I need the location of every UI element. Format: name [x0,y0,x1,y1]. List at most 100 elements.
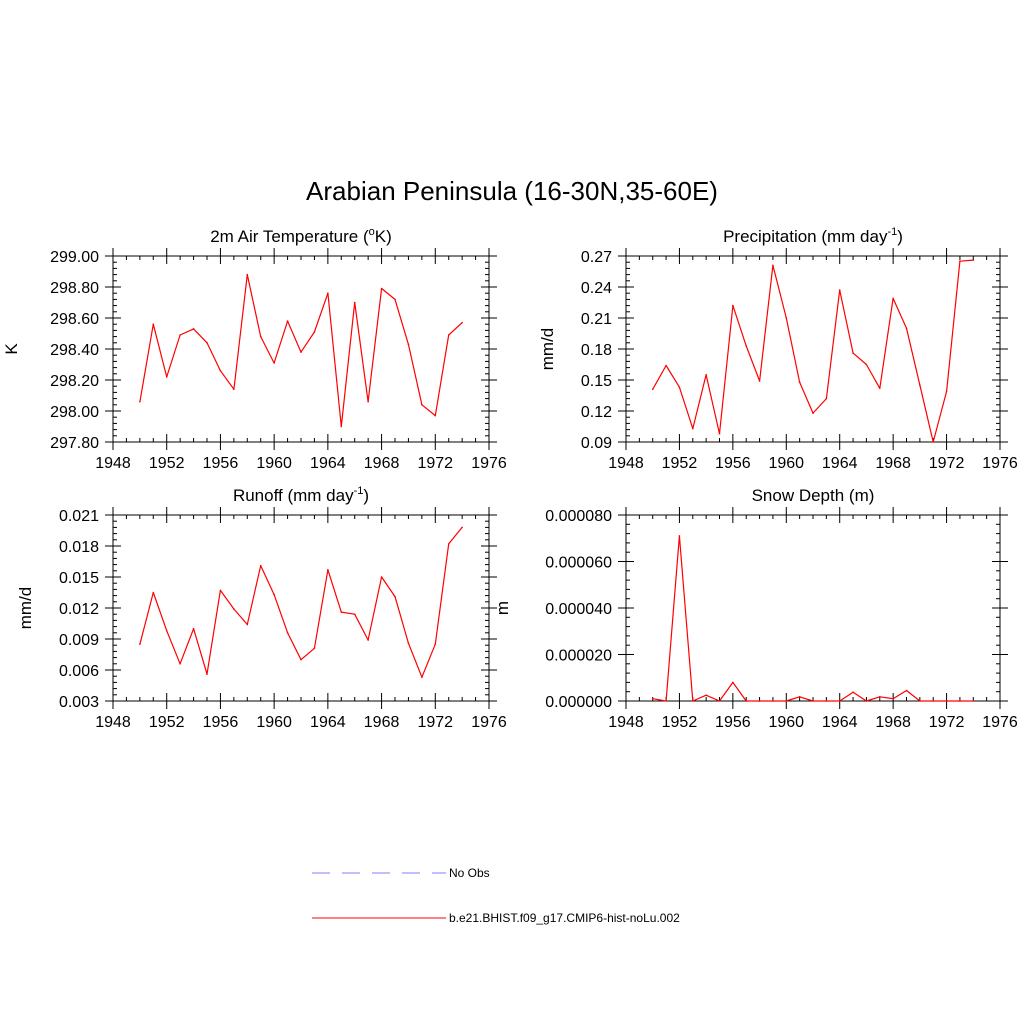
panel-3-data-point [259,564,262,567]
panel-1-data-point [407,343,410,346]
panel-4: 1948 1952 1956 1960 1964 1968 1972 1976 0.000000… [493,486,1018,731]
panel-2-data-point [945,390,948,393]
panel-1-data-point [300,351,302,353]
panel-3-x-tick-label: 1972 [417,714,453,731]
panel-1-data-point [394,298,396,301]
panel-1-data-point [367,400,369,403]
panel-4-data-point [905,689,908,692]
panel-3-title: Runoff (mm day-1) [233,485,369,505]
panel-1-data-point [447,334,450,336]
panel-2-data-point [691,427,694,430]
panel-1-data-point [233,388,235,391]
panel-2-y-tick-label: 0.09 [581,435,612,452]
panel-1-data-point [206,342,208,344]
panel-3-data-point [165,629,168,632]
panel-1-series-line [139,274,463,428]
panel-2-y-tick-label: 0.27 [581,249,612,266]
panel-4-y-tick-label: 0.000020 [545,648,612,665]
panel-2-y-tick-label: 0.18 [581,342,612,359]
panel-1-x-tick-label: 1960 [256,455,292,472]
panel-4-x-tick-label: 1968 [875,714,911,731]
panel-3-x-tick-label: 1952 [149,714,185,731]
panel-2-data-point [919,384,921,386]
panel-2-x-tick-label: 1956 [715,455,751,472]
panel-2-x-tick-label: 1952 [662,455,698,472]
panel-4-data-point [785,700,788,702]
panel-4-data-point [718,700,721,702]
panel-1-data-point [192,328,195,330]
panel-2-data-point [678,386,681,389]
panel-4-data-point [665,700,667,702]
panel-3: 1948 1952 1956 1960 1964 1968 1972 1976 0.003 0.0… [16,485,507,731]
panel-2-data-point [865,363,868,366]
panel-4-data-point [919,700,921,702]
panel-2-x-tick-label: 1972 [929,455,965,472]
panel-4-frame [625,514,1001,702]
panel-1-data-point [421,404,423,406]
panel-3-data-point [394,595,396,598]
panel-3-series-line [139,527,463,678]
panel-2-series-line [652,259,974,443]
panel-2-data-point [745,345,748,347]
legend-model-label: b.e21.BHIST.f09_g17.CMIP6-hist-noLu.002 [449,911,680,925]
panel-4-title: Snow Depth (m) [752,486,875,505]
panel-3-data-point [313,647,316,650]
panel-3-data-point [139,643,141,645]
panel-4-data-point [651,697,654,700]
panel-4-x-tick-label: 1952 [662,714,698,731]
panel-1-x-tick-label: 1952 [149,455,185,472]
panel-2-x-tick-label: 1960 [768,455,804,472]
panel-4-x-tick-label: 1964 [822,714,858,731]
panel-3-y-tick-label: 0.015 [59,570,99,587]
panel-3-data-point [286,632,289,634]
panels: 1948 1952 1956 1960 1964 1968 1972 1976 297.80 29… [2,226,1018,731]
panel-4-x-tick-label: 1956 [715,714,751,731]
panel-3-data-point [179,663,181,665]
figure-title: Arabian Peninsula (16-30N,35-60E) [306,176,718,206]
panel-4-y-tick-label: 0.000040 [545,601,612,618]
panel-2-title: Precipitation (mm day-1) [723,226,903,246]
panel-4-y-tick-label: 0.000000 [545,694,612,711]
panel-2-data-point [758,380,761,382]
panel-1-data-point [286,320,289,322]
panel-1-y-tick-label: 298.20 [50,373,99,390]
panel-3-x-tick-label: 1964 [310,714,346,731]
panel-4-data-point [745,700,748,702]
panel-2-data-point [772,264,774,267]
panel-3-data-point [152,591,155,594]
panel-3-data-point [206,673,208,675]
panel-4-data-point [772,700,774,702]
panel-3-data-point [246,623,249,626]
panel-2-data-point [905,327,908,330]
panel-2-data-point [718,432,721,435]
panel-2-data-point [812,412,814,414]
panel-1-data-point [165,376,168,378]
panel-1-data-point [246,273,249,276]
panel-1-y-tick-label: 297.80 [50,435,99,452]
panel-4-y-tick-label: 0.000080 [545,508,612,525]
panel-2-data-point [852,352,854,354]
panel-4-data-point [932,700,935,702]
panel-1-data-point [152,323,155,326]
panel-4-x-tick-label: 1972 [929,714,965,731]
panel-1-data-point [434,414,437,417]
panel-2-frame [625,255,1001,443]
panel-1-data-point [353,301,356,304]
panel-1-x-tick-label: 1976 [471,455,507,472]
panel-4-y-axis-label: m [493,601,512,615]
panel-3-y-tick-label: 0.018 [59,539,99,556]
panel-3-data-point [233,608,235,610]
panel-4-data-point [945,700,948,702]
panel-4-data-point [838,700,841,702]
panel-3-data-point [407,642,410,644]
panel-3-y-tick-label: 0.003 [59,694,99,711]
panel-2-y-tick-label: 0.21 [581,311,612,328]
panel-2-y-tick-label: 0.12 [581,404,612,421]
panel-4-x-tick-label: 1960 [768,714,804,731]
panel-3-data-point [340,611,343,613]
panel-4-data-point [852,691,854,693]
panel-3-x-tick-label: 1960 [256,714,292,731]
panel-3-x-tick-label: 1976 [471,714,507,731]
panel-3-data-point [447,543,450,545]
panel-4-y-tick-label: 0.000060 [545,555,612,572]
